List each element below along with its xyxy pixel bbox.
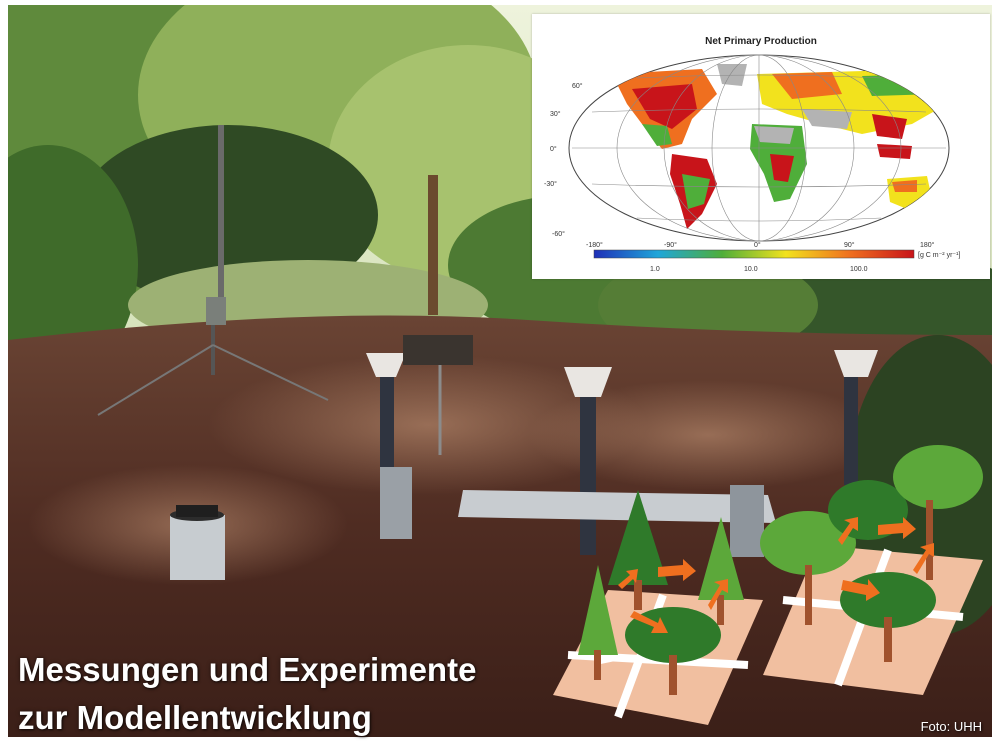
caption-line-1: Messungen und Experimente: [18, 651, 477, 688]
lat-tick: 30°: [550, 110, 561, 118]
rain-gauge-left: [170, 505, 225, 580]
caption-line-2: zur Modellentwicklung: [18, 699, 372, 736]
caption: Messungen und Experimente zur Modellentw…: [18, 646, 476, 742]
lon-tick: 90°: [844, 241, 855, 249]
lon-tick: -90°: [664, 241, 677, 249]
lat-tick: -30°: [544, 180, 557, 188]
lon-tick: 0°: [754, 241, 761, 249]
photo-credit: Foto: UHH: [920, 719, 982, 734]
lon-tick: -180°: [586, 241, 603, 249]
rain-collector-1: [366, 353, 412, 539]
weather-mast: [97, 297, 329, 416]
lat-tick: -60°: [552, 230, 565, 238]
throughfall-trough: [458, 485, 776, 557]
rain-collector-3: [834, 350, 878, 485]
npp-map-inset: 60° 30° 0° -30° -60° -180° -90° 0° 90° 1…: [532, 14, 990, 279]
lon-tick: 180°: [920, 241, 935, 249]
lat-tick: 60°: [572, 82, 583, 90]
colorbar-unit: [g C m⁻² yr⁻¹]: [918, 252, 960, 259]
colorbar: [593, 249, 915, 259]
colorbar-tick: 1.0: [650, 266, 660, 273]
graticule: [572, 54, 946, 242]
exchange-arrows: [618, 517, 934, 633]
solar-panel: [403, 335, 473, 455]
colorbar-tick: 10.0: [744, 266, 758, 273]
lat-tick: 0°: [550, 145, 557, 153]
map-title: Net Primary Production: [705, 36, 817, 47]
model-plot-left: [553, 490, 763, 725]
model-plot-right: [760, 445, 983, 695]
colorbar-tick: 100.0: [850, 266, 868, 273]
